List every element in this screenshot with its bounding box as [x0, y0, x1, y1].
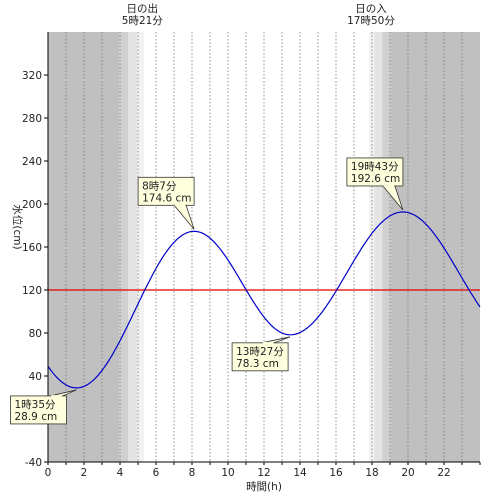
y-tick-label--40: -40 — [25, 457, 42, 469]
daylight-band-2 — [128, 32, 138, 462]
axes — [44, 32, 481, 465]
annotation-time: 19時43分 — [351, 161, 399, 173]
annotation-time: 1時35分 — [14, 399, 56, 411]
x-tick-label-22: 22 — [437, 467, 450, 479]
tide-curve-group — [47, 211, 481, 389]
x-tick-label-12: 12 — [257, 467, 270, 479]
x-axis-title: 時間(h) — [246, 481, 282, 493]
y-tick-label-160: 160 — [22, 242, 42, 254]
y-tick-label-80: 80 — [29, 328, 42, 340]
daylight-bands — [48, 32, 480, 462]
sunrise-time: 5時21分 — [122, 15, 164, 27]
y-tick-label-200: 200 — [22, 199, 42, 211]
annotation-box — [346, 157, 404, 187]
x-tick-label-6: 6 — [153, 467, 160, 479]
daylight-band-3 — [137, 32, 145, 462]
tick-labels: -400408012016020024028032002468101214161… — [22, 70, 451, 479]
y-tick-label-320: 320 — [22, 70, 42, 82]
daylight-band-7 — [382, 32, 391, 462]
x-tick-label-18: 18 — [365, 467, 378, 479]
x-tick-label-10: 10 — [221, 467, 234, 479]
y-tick-label-280: 280 — [22, 113, 42, 125]
daylight-band-0 — [48, 32, 120, 462]
annotation-value: 192.6 cm — [351, 173, 400, 185]
annotation-box — [10, 395, 67, 425]
x-tick-label-2: 2 — [81, 467, 88, 479]
grid-lines — [65, 32, 463, 462]
sun-labels: 日の出 5時21分 日の入 17時50分 — [122, 2, 396, 27]
y-tick-label-40: 40 — [29, 371, 42, 383]
annotation-box — [231, 342, 289, 372]
y-tick-label-240: 240 — [22, 156, 42, 168]
x-tick-label-16: 16 — [329, 467, 343, 479]
sunrise-label: 日の出 — [127, 2, 159, 15]
annotation-value: 78.3 cm — [236, 358, 279, 370]
annotation-box — [137, 176, 195, 206]
annotation-value: 28.9 cm — [14, 411, 57, 423]
sunset-label: 日の入 — [355, 3, 387, 15]
annotation-value: 174.6 cm — [142, 192, 191, 204]
annotation-time: 8時7分 — [142, 180, 177, 192]
daylight-band-6 — [374, 32, 383, 462]
daylight-band-1 — [119, 32, 129, 462]
tide-line — [47, 211, 481, 389]
x-tick-label-4: 4 — [117, 467, 124, 479]
x-tick-label-20: 20 — [401, 467, 414, 479]
y-axis-title: 水位(cm) — [11, 204, 24, 249]
y-tick-label-120: 120 — [22, 285, 42, 297]
daylight-band-8 — [390, 32, 480, 462]
x-tick-label-0: 0 — [45, 467, 52, 479]
sunset-time: 17時50分 — [347, 15, 395, 27]
x-tick-label-14: 14 — [293, 467, 307, 479]
daylight-band-4 — [144, 32, 369, 462]
x-tick-label-8: 8 — [189, 467, 196, 479]
annotation-time: 13時27分 — [236, 346, 284, 358]
